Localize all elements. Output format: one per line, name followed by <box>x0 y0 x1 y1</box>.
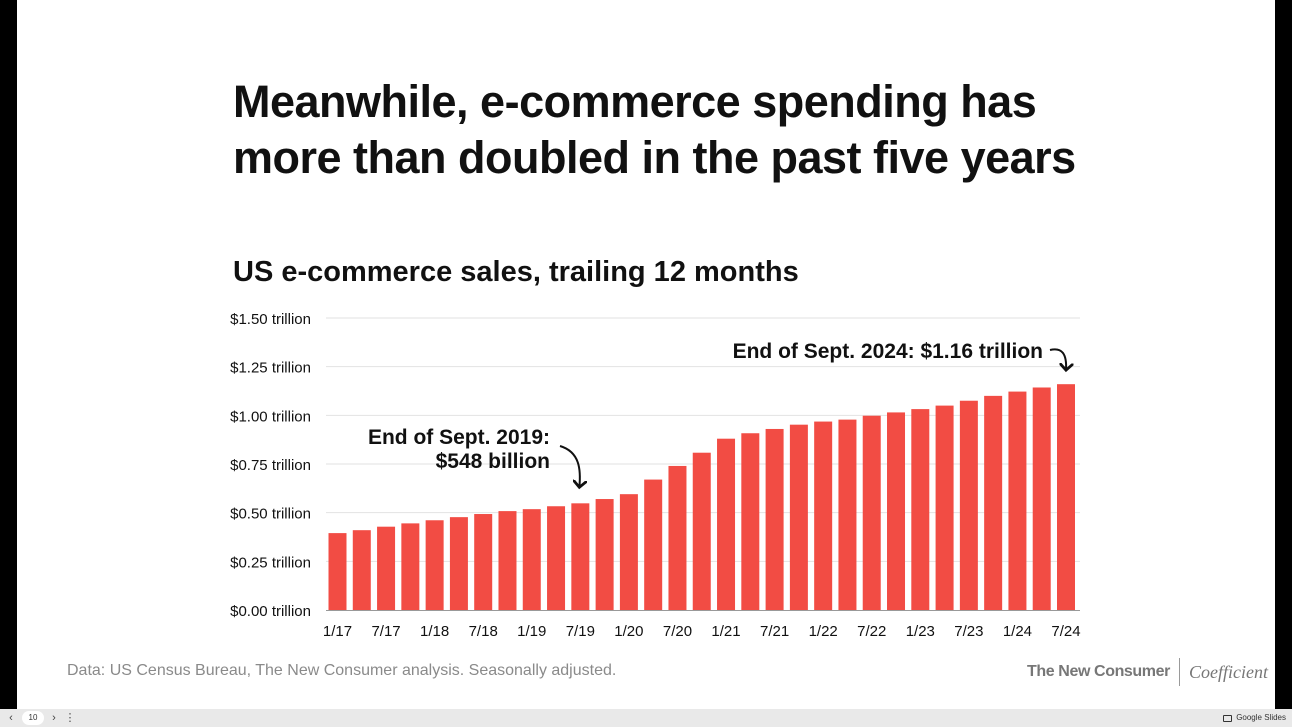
annotation-2019-arrow <box>559 445 580 487</box>
y-tick-label: $1.00 trillion <box>230 408 311 425</box>
bar <box>789 424 808 610</box>
y-tick-label: $1.50 trillion <box>230 311 311 328</box>
more-options-icon[interactable]: ⋮ <box>64 712 76 724</box>
bar <box>887 412 906 610</box>
bar <box>959 400 978 610</box>
bar <box>668 465 687 610</box>
app-label-text: Google Slides <box>1236 713 1286 722</box>
x-tick-label: 7/18 <box>469 623 498 640</box>
bar <box>377 526 396 610</box>
bar <box>717 438 736 610</box>
bar <box>692 452 711 610</box>
chart-bars <box>328 384 1075 610</box>
x-tick-label: 7/21 <box>760 623 789 640</box>
annotation-2019-line: $548 billion <box>436 450 550 473</box>
annotation-2019-line: End of Sept. 2019: <box>368 426 550 449</box>
x-tick-label: 7/23 <box>954 623 983 640</box>
bar <box>862 415 881 610</box>
presentation-toolbar: ‹ 10 › ⋮ Google Slides <box>0 709 1292 727</box>
x-tick-label: 1/19 <box>517 623 546 640</box>
brand-logo-coefficient: Coefficient <box>1188 661 1268 682</box>
chart-title: US e-commerce sales, trailing 12 months <box>233 256 799 288</box>
bar <box>1057 384 1075 610</box>
brand-logos: The New Consumer Coefficient <box>1027 658 1268 686</box>
bar <box>765 428 784 610</box>
bar <box>984 395 1003 610</box>
x-axis-labels: 1/17 7/17 1/18 7/18 1/19 7/19 1/20 7/20 1/21 7/21… <box>323 623 1081 640</box>
bar <box>547 506 566 610</box>
bar <box>838 419 857 610</box>
app-label[interactable]: Google Slides <box>1223 712 1286 724</box>
bar <box>571 503 590 610</box>
source-note: Data: US Census Bureau, The New Consumer… <box>67 662 617 679</box>
x-tick-label: 7/24 <box>1051 623 1080 640</box>
x-tick-label: 7/20 <box>663 623 692 640</box>
bar <box>741 433 760 610</box>
y-axis-labels: $0.00 trillion $0.25 trillion $0.50 trilli… <box>230 311 311 620</box>
annotation-2024: End of Sept. 2024: $1.16 trillion <box>733 340 1043 363</box>
bar <box>595 499 614 610</box>
bar <box>498 511 517 610</box>
slide-number[interactable]: 10 <box>22 711 44 725</box>
headline-line-2: more than doubled in the past five years <box>233 132 1076 183</box>
x-tick-label: 7/19 <box>566 623 595 640</box>
bar <box>352 530 371 610</box>
y-tick-label: $0.75 trillion <box>230 457 311 474</box>
y-tick-label: $0.00 trillion <box>230 603 311 620</box>
y-tick-label: $0.25 trillion <box>230 554 311 571</box>
bar <box>619 494 638 610</box>
x-tick-label: 1/24 <box>1003 623 1032 640</box>
bar <box>449 517 468 610</box>
y-tick-label: $1.25 trillion <box>230 360 311 377</box>
bar <box>935 405 954 610</box>
x-tick-label: 1/23 <box>906 623 935 640</box>
bar <box>425 520 444 610</box>
bar <box>522 509 541 610</box>
bar <box>401 523 420 610</box>
headline: Meanwhile, e-commerce spending has more … <box>233 74 1076 186</box>
bar <box>1008 391 1027 610</box>
x-tick-label: 7/17 <box>371 623 400 640</box>
x-tick-label: 1/21 <box>711 623 740 640</box>
x-tick-label: 7/22 <box>857 623 886 640</box>
brand-logo-new-consumer: The New Consumer <box>1027 663 1170 680</box>
bar <box>328 533 347 610</box>
x-tick-label: 1/18 <box>420 623 449 640</box>
x-tick-label: 1/22 <box>809 623 838 640</box>
bar <box>911 409 930 610</box>
next-slide-icon[interactable]: › <box>52 712 56 724</box>
brand-divider <box>1178 658 1180 686</box>
bar-chart: $0.00 trillion $0.25 trillion $0.50 trilli… <box>230 311 1081 640</box>
slides-icon <box>1223 714 1233 722</box>
previous-slide-icon[interactable]: ‹ <box>9 712 13 724</box>
bar <box>814 421 833 610</box>
headline-line-1: Meanwhile, e-commerce spending has <box>233 76 1037 127</box>
annotation-2024-arrow <box>1049 348 1066 370</box>
y-tick-label: $0.50 trillion <box>230 506 311 523</box>
x-tick-label: 1/20 <box>614 623 643 640</box>
annotation-2019: End of Sept. 2019: $548 billion <box>368 426 550 473</box>
bar <box>644 479 663 610</box>
bar <box>474 514 493 610</box>
bar <box>1032 387 1051 610</box>
x-tick-label: 1/17 <box>323 623 352 640</box>
